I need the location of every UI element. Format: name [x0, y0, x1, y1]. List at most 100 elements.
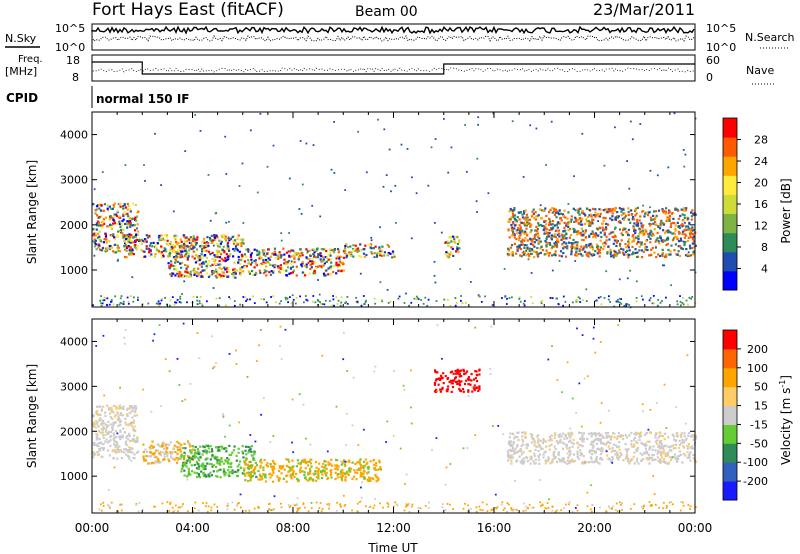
echo-cell: [310, 465, 313, 468]
echo-cell: [614, 226, 617, 229]
echo-cell: [450, 390, 453, 393]
echo-cell: [392, 505, 395, 508]
echo-cell: [490, 509, 493, 512]
echo-cell: [137, 230, 140, 233]
echo-cell: [180, 247, 183, 250]
echo-cell: [503, 268, 506, 270]
echo-cell: [553, 245, 556, 248]
echo-cell: [549, 243, 552, 246]
echo-cell: [157, 459, 160, 462]
echo-cell: [641, 403, 644, 406]
echo-cell: [446, 252, 449, 255]
echo-cell: [122, 218, 125, 221]
echo-cell: [193, 471, 196, 474]
echo-cell: [456, 382, 459, 386]
echo-cell: [689, 236, 693, 239]
echo-cell: [272, 508, 275, 511]
echo-cell: [333, 248, 336, 251]
echo-cell: [635, 280, 638, 283]
echo-cell: [528, 218, 532, 221]
echo-cell: [355, 248, 358, 251]
echo-cell: [570, 248, 573, 252]
echo-cell: [225, 447, 228, 450]
echo-cell: [512, 442, 515, 445]
colorbar-tick-label: 28: [754, 134, 768, 147]
echo-cell: [307, 464, 310, 467]
echo-cell: [177, 506, 180, 509]
echo-cell: [654, 436, 657, 439]
echo-cell: [259, 112, 262, 115]
echo-cell: [103, 222, 106, 225]
echo-cell: [335, 405, 338, 408]
echo-cell: [458, 382, 461, 386]
echo-cell: [142, 388, 145, 391]
echo-cell: [129, 295, 132, 297]
echo-cell: [373, 504, 376, 507]
echo-cell: [597, 439, 600, 442]
echo-cell: [99, 441, 102, 444]
echo-cell: [196, 299, 199, 302]
echo-cell: [614, 235, 617, 238]
echo-cell: [192, 247, 195, 250]
echo-cell: [283, 253, 286, 256]
echo-cell: [313, 255, 316, 258]
echo-cell: [506, 454, 510, 457]
echo-cell: [518, 298, 521, 300]
echo-cell: [557, 453, 560, 457]
echo-cell: [232, 255, 235, 258]
echo-cell: [192, 447, 195, 450]
echo-cell: [600, 303, 603, 306]
echo-cell: [367, 467, 370, 470]
echo-cell: [671, 211, 674, 215]
echo-cell: [529, 450, 532, 453]
echo-cell: [126, 435, 129, 438]
echo-cell: [523, 246, 526, 249]
echo-cell: [376, 254, 379, 257]
echo-cell: [306, 251, 309, 254]
echo-cell: [639, 431, 643, 434]
echo-cell: [274, 462, 277, 465]
echo-cell: [521, 213, 524, 216]
echo-cell: [214, 212, 217, 215]
echo-cell: [119, 412, 123, 415]
echo-cell: [581, 254, 584, 257]
echo-cell: [95, 435, 98, 438]
echo-cell: [651, 302, 654, 305]
echo-cell: [379, 281, 382, 284]
echo-cell: [537, 224, 540, 227]
echo-cell: [255, 360, 258, 362]
echo-cell: [187, 252, 190, 255]
echo-cell: [586, 505, 589, 508]
echo-cell: [335, 263, 338, 266]
date-label: 23/Mar/2011: [593, 0, 695, 19]
echo-cell: [176, 448, 179, 451]
echo-cell: [391, 250, 395, 253]
echo-cell: [647, 453, 650, 456]
echo-cell: [115, 243, 118, 246]
echo-cell: [165, 234, 168, 237]
echo-cell: [504, 295, 507, 298]
echo-cell: [553, 235, 556, 238]
echo-cell: [197, 457, 200, 460]
echo-cell: [512, 214, 515, 217]
echo-cell: [626, 457, 629, 460]
echo-cell: [206, 236, 209, 239]
echo-cell: [550, 443, 553, 446]
echo-cell: [334, 471, 337, 474]
echo-cell: [597, 296, 600, 299]
echo-cell: [681, 213, 684, 216]
echo-cell: [124, 244, 127, 247]
echo-cell: [107, 420, 110, 423]
echo-cell: [109, 207, 112, 210]
echo-cell: [645, 239, 648, 242]
echo-cell: [508, 448, 511, 451]
echo-cell: [165, 242, 168, 245]
echo-cell: [554, 510, 557, 513]
echo-cell: [134, 229, 137, 232]
echo-cell: [638, 438, 641, 441]
echo-cell: [548, 222, 551, 225]
echo-cell: [184, 270, 187, 273]
echo-cell: [126, 409, 128, 412]
echo-cell: [673, 249, 676, 252]
echo-cell: [172, 272, 175, 275]
